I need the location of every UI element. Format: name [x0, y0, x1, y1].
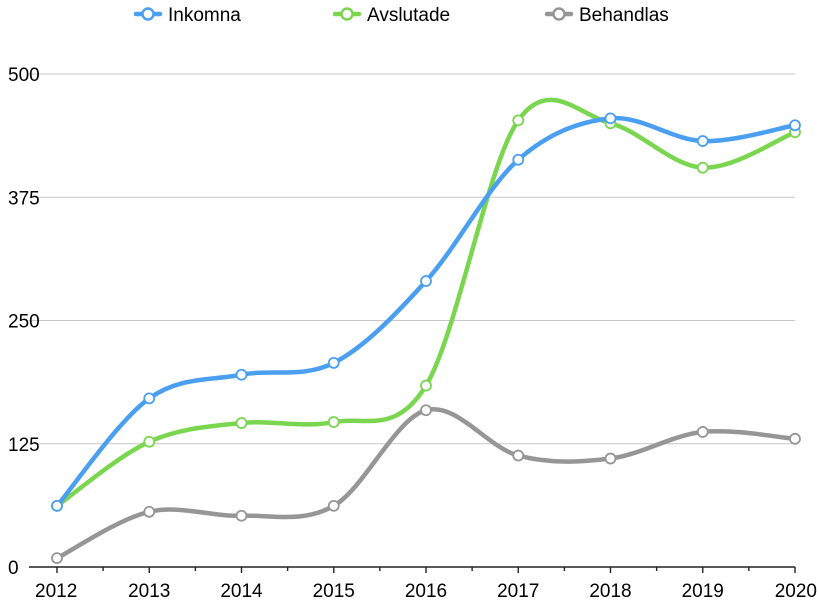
chart-legend: Inkomna Avslutade Behandlas	[133, 5, 669, 26]
series-line-inkomna	[54, 115, 798, 509]
data-point-behandlas	[327, 499, 340, 512]
x-tick-label: 2016	[405, 581, 447, 602]
data-point-inkomna	[51, 499, 63, 512]
data-point-avslutade	[235, 417, 248, 429]
data-point-avslutade	[327, 416, 340, 428]
data-point-avslutade	[420, 379, 432, 392]
data-point-inkomna	[604, 112, 617, 125]
y-tick-label: 0	[8, 558, 19, 579]
legend-item-inkomna: Inkomna	[133, 5, 241, 26]
x-tick-label: 2014	[220, 581, 263, 602]
data-point-behandlas	[789, 432, 801, 445]
data-point-behandlas	[235, 509, 248, 522]
legend-label: Inkomna	[168, 5, 241, 26]
x-tick-label: 2019	[682, 581, 724, 602]
data-point-behandlas	[604, 452, 617, 465]
x-tick-label: 2020	[775, 581, 817, 602]
data-point-inkomna	[327, 356, 340, 369]
grid-lines	[29, 73, 795, 445]
y-axis-ticks: 0 125 250 375 500	[8, 65, 40, 579]
data-point-behandlas	[512, 449, 525, 462]
series-line-behandlas	[54, 406, 798, 561]
x-tick-label: 2012	[35, 581, 77, 602]
legend-item-behandlas: Behandlas	[544, 5, 669, 26]
data-point-inkomna	[235, 368, 248, 381]
data-point-behandlas	[420, 404, 432, 417]
data-point-behandlas	[143, 505, 156, 518]
legend-marker	[141, 7, 155, 21]
data-point-avslutade	[143, 435, 156, 448]
series-lines	[54, 97, 798, 561]
data-point-inkomna	[143, 392, 156, 405]
y-tick-label: 500	[8, 65, 40, 86]
y-tick-label: 125	[8, 435, 40, 456]
data-point-inkomna	[512, 153, 525, 166]
x-tick-label: 2017	[497, 581, 539, 602]
legend-label: Behandlas	[579, 5, 669, 26]
series-points	[51, 112, 801, 565]
data-point-avslutade	[512, 114, 525, 127]
data-point-inkomna	[420, 275, 432, 287]
x-tick-label: 2018	[589, 581, 631, 602]
data-point-inkomna	[696, 135, 709, 147]
legend-marker	[340, 7, 354, 21]
data-point-inkomna	[789, 119, 801, 132]
x-tick-label: 2015	[313, 581, 355, 602]
legend-marker	[552, 7, 566, 21]
data-point-behandlas	[51, 552, 63, 565]
data-point-avslutade	[696, 161, 709, 174]
x-tick-label: 2013	[128, 581, 170, 602]
y-tick-label: 250	[8, 312, 40, 333]
x-axis: 2012 2013 2014 2015 2016 2017 2018 2019 2020	[29, 566, 817, 602]
series-line-avslutade	[54, 97, 798, 509]
y-tick-label: 375	[8, 188, 40, 209]
legend-item-avslutade: Avslutade	[332, 5, 450, 26]
data-point-behandlas	[696, 426, 709, 438]
legend-label: Avslutade	[367, 5, 450, 26]
